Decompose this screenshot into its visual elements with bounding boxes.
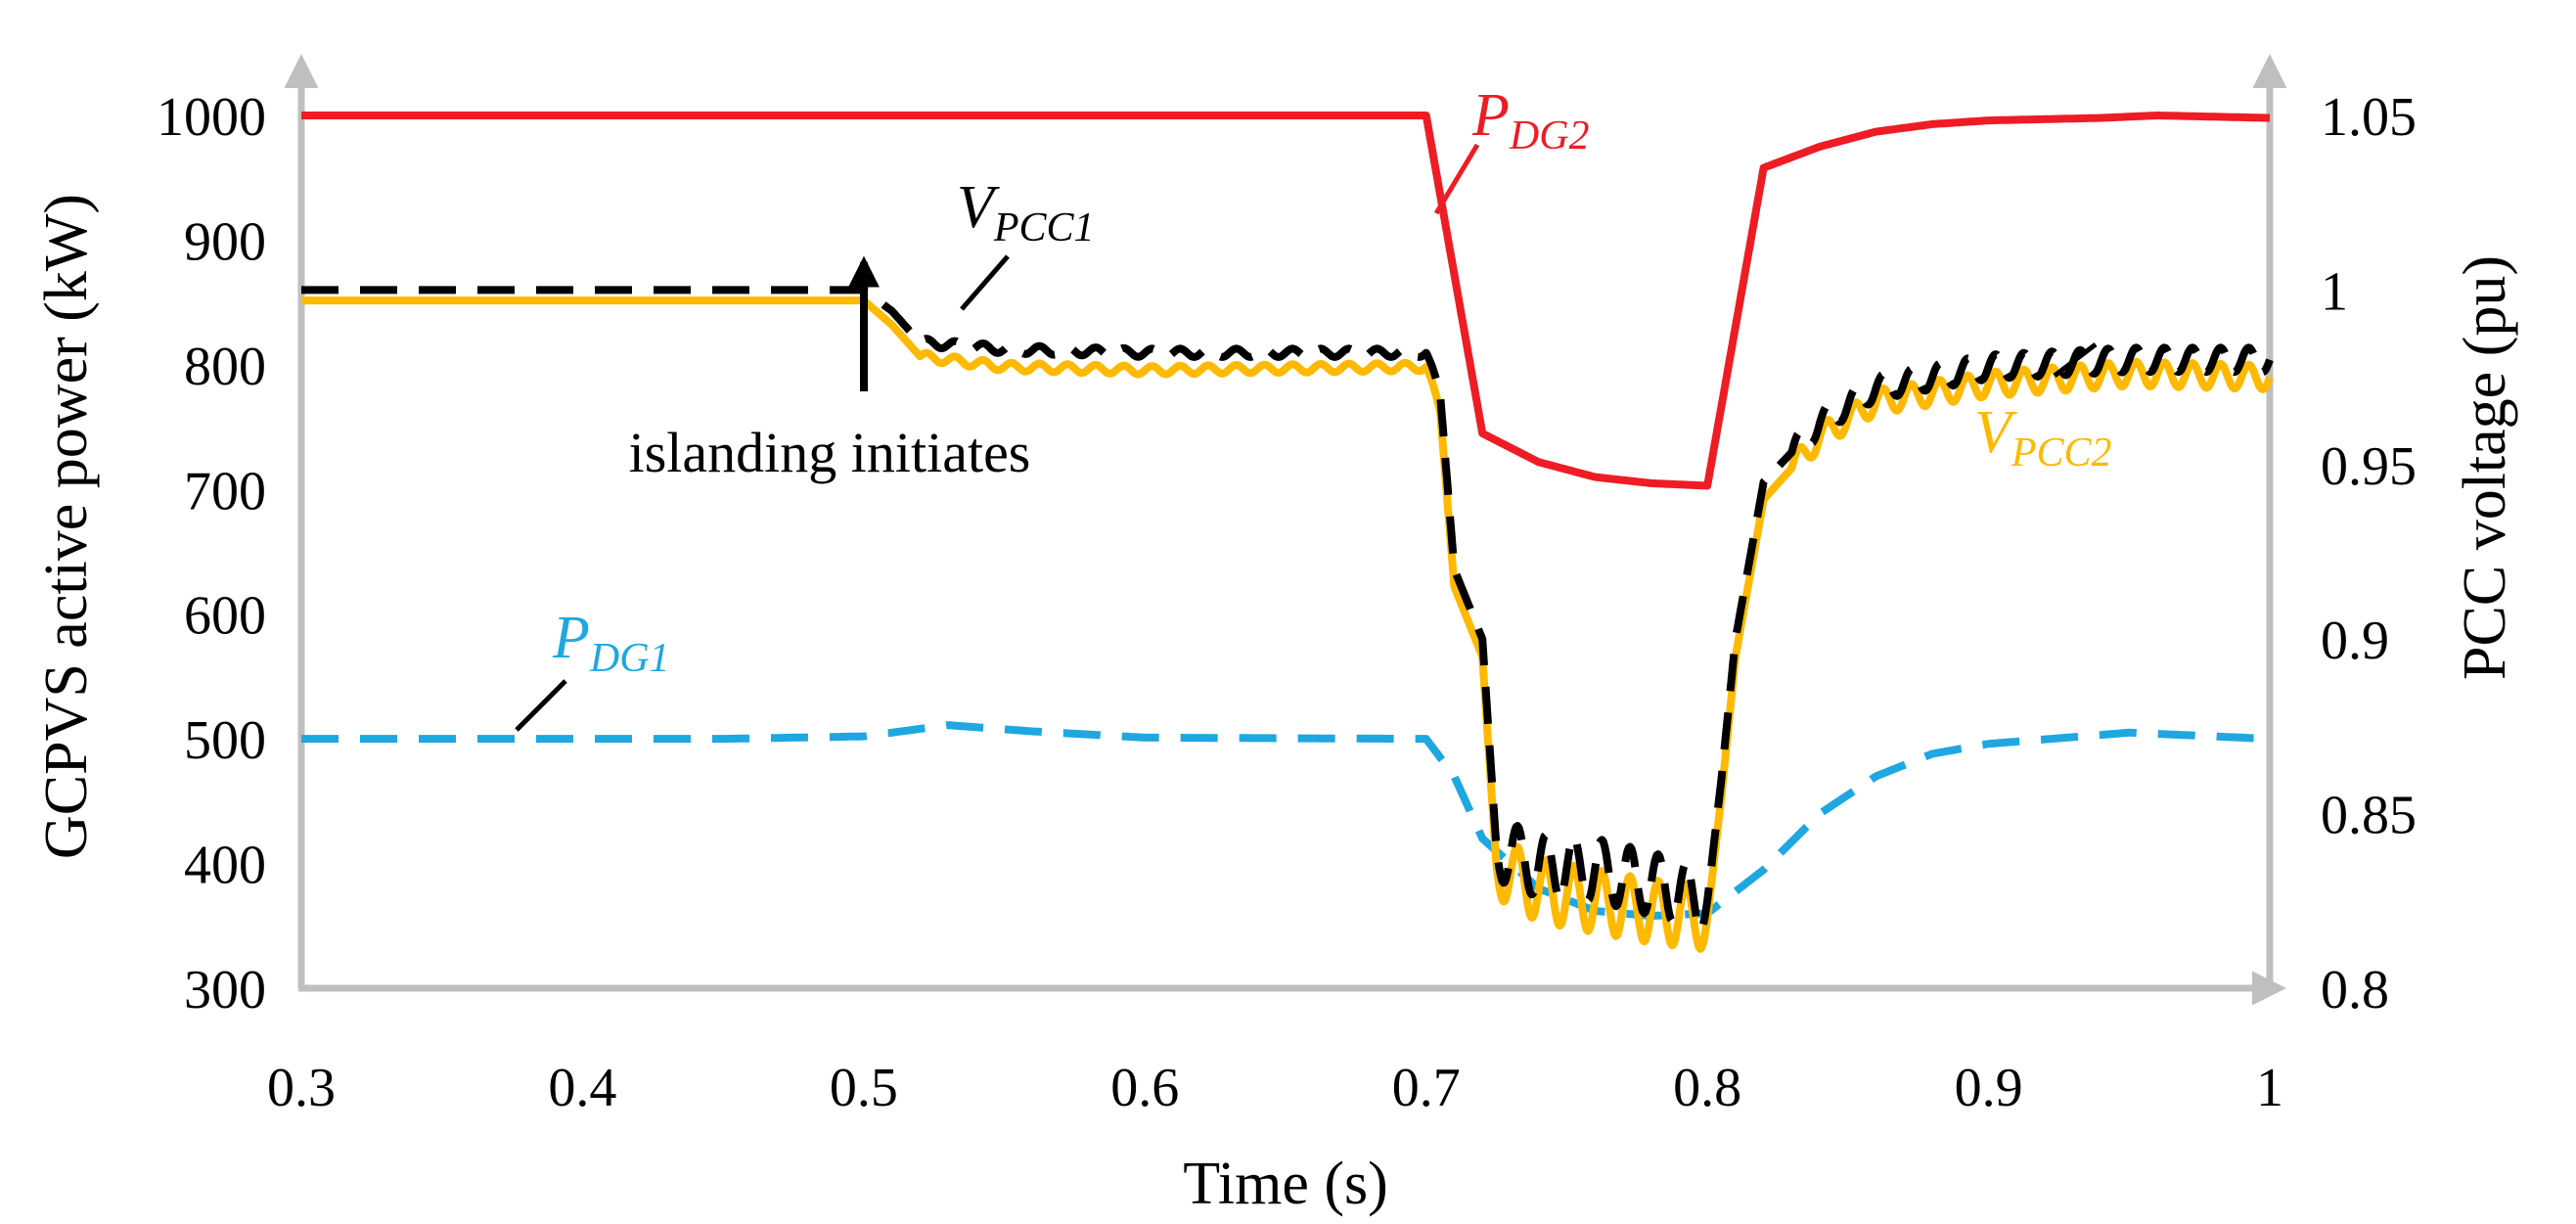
- v-pcc1-label-sub: PCC1: [993, 205, 1095, 250]
- p-dg2-label-main: P: [1471, 82, 1510, 149]
- y-right-tick-label: 1.05: [2321, 87, 2417, 148]
- y-right-tick-label: 0.9: [2321, 611, 2389, 671]
- v-pcc2-label-main: V: [1974, 399, 2017, 466]
- x-axis-title: Time (s): [1183, 1151, 1388, 1217]
- p-dg1-label-main: P: [552, 605, 590, 671]
- y-left-tick-label: 1000: [157, 87, 266, 148]
- islanding-annotation: islanding initiates: [629, 421, 1031, 484]
- y-right-tick-label: 1: [2321, 261, 2348, 322]
- p-dg1-label-sub: DG1: [589, 636, 670, 681]
- y-left-tick-label: 900: [184, 211, 266, 272]
- y-right-tick-labels: 0.8 0.85 0.9 0.95 1 1.05: [2321, 87, 2417, 1020]
- y-right-tick-label: 0.8: [2321, 960, 2389, 1020]
- series-line-p-dg1: [298, 721, 2273, 921]
- p-dg2-leader: [1433, 143, 1480, 215]
- p-dg1-label: PDG1: [552, 605, 670, 681]
- p-dg1-leader: [515, 679, 567, 732]
- v-pcc1-label: VPCC1: [957, 174, 1095, 250]
- v-pcc2-leader: [2053, 342, 2098, 378]
- series-layer: [298, 112, 2274, 953]
- p-dg2-label: PDG2: [1471, 82, 1590, 159]
- v-pcc2-label: VPCC2: [1974, 399, 2112, 476]
- y-right-axis-title: PCC voltage (pu): [2452, 255, 2518, 680]
- y-left-axis-title: GCPVS active power (kW): [33, 194, 100, 859]
- x-tick-label: 0.5: [830, 1058, 898, 1118]
- x-tick-label: 1: [2256, 1058, 2283, 1118]
- y-right-tick-label: 0.95: [2321, 436, 2417, 497]
- series-line-p-dg2: [298, 112, 2273, 490]
- x-tick-labels: 0.3 0.4 0.5 0.6 0.7 0.8 0.9 1: [267, 1058, 2283, 1118]
- y-right-tick-label: 0.85: [2321, 786, 2417, 846]
- y-left-tick-label: 700: [184, 461, 266, 521]
- y-left-tick-label: 600: [184, 586, 266, 647]
- x-tick-label: 0.3: [267, 1058, 336, 1118]
- x-tick-label: 0.9: [1955, 1058, 2023, 1118]
- v-pcc2-label-sub: PCC2: [2011, 431, 2112, 476]
- series-line-v-pcc1: [298, 286, 2274, 934]
- series-line-v-pcc2: [298, 296, 2274, 953]
- v-pcc1-leader: [960, 254, 1010, 311]
- x-tick-label: 0.7: [1392, 1058, 1461, 1118]
- y-left-tick-label: 300: [184, 960, 266, 1020]
- y-left-tick-label: 400: [184, 836, 266, 896]
- v-pcc1-label-main: V: [957, 174, 1000, 241]
- y-left-tick-label: 800: [184, 337, 266, 397]
- x-tick-label: 0.8: [1673, 1058, 1741, 1118]
- x-tick-label: 0.4: [548, 1058, 616, 1118]
- x-tick-label: 0.6: [1110, 1058, 1179, 1118]
- p-dg2-label-sub: DG2: [1509, 113, 1590, 159]
- y-left-tick-labels: 300 400 500 600 700 800 900 1000: [157, 87, 266, 1020]
- y-left-tick-label: 500: [184, 710, 266, 771]
